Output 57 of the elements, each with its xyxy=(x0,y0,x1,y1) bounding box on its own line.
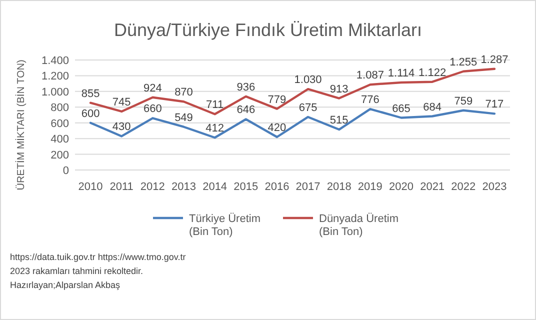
data-label: 759 xyxy=(454,95,473,108)
x-tick-label: 2019 xyxy=(358,181,382,193)
text: https://data.tuik.gov.tr https://www.tmo.gov.tr xyxy=(10,252,186,262)
y-axis-title: ÜRETİM MİKTARI (BİN TON) xyxy=(15,60,27,190)
y-tick-label: 1.000 xyxy=(41,86,69,98)
x-tick-label: 2022 xyxy=(451,181,476,193)
data-label: 684 xyxy=(423,101,442,114)
data-label: 1.114 xyxy=(388,67,415,80)
x-tick-label: 2014 xyxy=(202,181,228,193)
data-label: 870 xyxy=(174,86,193,99)
y-tick-label: 1.400 xyxy=(41,55,69,67)
data-label: 1.287 xyxy=(480,54,508,66)
data-label: 1.255 xyxy=(450,56,478,68)
x-tick-label: 2023 xyxy=(482,181,507,193)
y-tick-label: 1.200 xyxy=(41,70,69,83)
data-label: 1.122 xyxy=(418,66,446,79)
data-label: 1.087 xyxy=(356,70,384,82)
y-tick-label: 0 xyxy=(62,165,69,177)
y-tick-label: 200 xyxy=(50,149,69,162)
data-label: 711 xyxy=(206,99,224,112)
data-label: 675 xyxy=(298,102,318,114)
data-label: 855 xyxy=(81,88,100,100)
data-label: 420 xyxy=(268,122,286,134)
data-label: 779 xyxy=(268,94,286,106)
data-label: 549 xyxy=(174,112,193,124)
legend-label: Dünyada Üretim (Bin Ton) xyxy=(319,212,398,238)
text: Hazırlayan;Alparslan Akbaş xyxy=(10,280,121,290)
x-tick-label: 2012 xyxy=(140,181,165,193)
data-label: 745 xyxy=(112,96,131,108)
data-label: 924 xyxy=(144,82,162,94)
chart-title: Dünya/Türkiye Fındık Üretim Miktarları xyxy=(114,20,422,40)
data-label: 1.030 xyxy=(294,74,322,86)
data-label: 412 xyxy=(206,122,224,135)
x-tick-label: 2013 xyxy=(172,181,196,193)
x-tick-label: 2018 xyxy=(326,181,352,193)
data-label: 665 xyxy=(392,102,410,115)
data-label: 660 xyxy=(144,103,162,116)
data-label: 515 xyxy=(330,114,348,127)
x-tick-label: 2017 xyxy=(296,181,320,193)
data-label: 936 xyxy=(236,81,256,94)
x-tick-label: 2011 xyxy=(110,181,134,193)
data-label: 913 xyxy=(330,83,348,96)
data-label: 776 xyxy=(361,94,380,106)
x-tick-label: 2021 xyxy=(420,181,445,193)
y-tick-label: 600 xyxy=(50,118,69,130)
text: 2023 rakamları tahmini rekoltedir. xyxy=(10,266,144,276)
data-label: 430 xyxy=(112,121,131,134)
x-tick-label: 2020 xyxy=(389,181,414,193)
y-tick-label: 400 xyxy=(50,134,69,146)
x-tick-label: 2010 xyxy=(78,181,103,193)
x-tick-label: 2016 xyxy=(264,181,290,193)
legend-label: Türkiye Üretim (Bin Ton) xyxy=(189,212,261,238)
data-label: 717 xyxy=(485,98,504,111)
data-label: 600 xyxy=(81,108,100,120)
data-label: 646 xyxy=(236,104,256,116)
y-tick-label: 800 xyxy=(50,102,69,114)
x-tick-label: 2015 xyxy=(234,181,258,193)
